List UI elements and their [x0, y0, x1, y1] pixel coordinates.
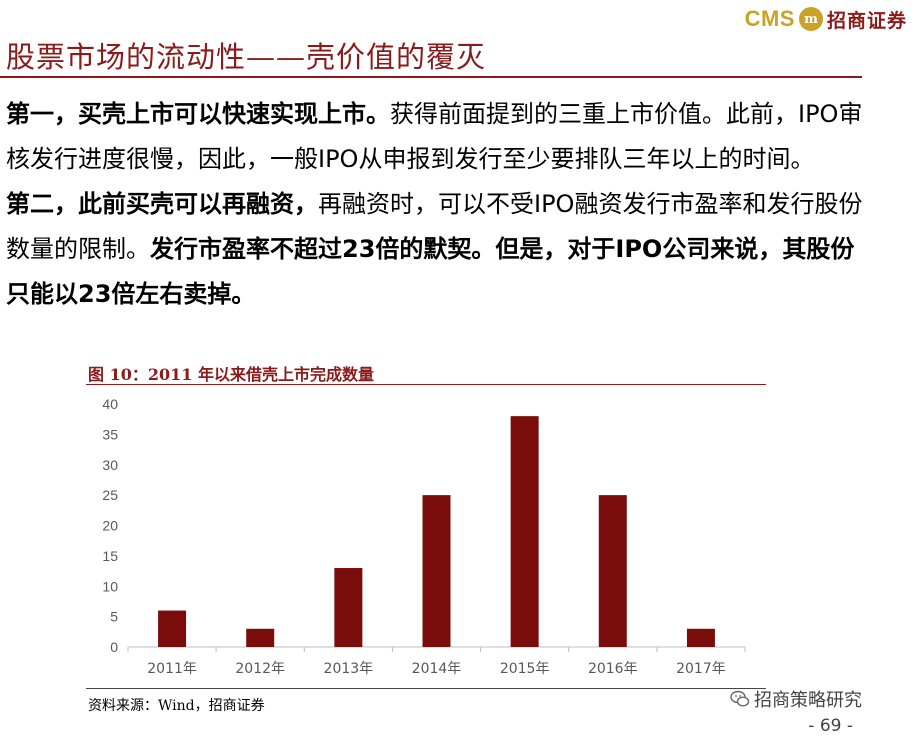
bar-3: [334, 568, 363, 647]
paragraph-2-text: 再融资时，可以不受IPO融资发行市盈率和发行股份数量的限制。: [6, 190, 863, 263]
x-tick-label: 2015年: [500, 661, 550, 677]
brand-logo: CMS m 招商证券: [745, 4, 907, 34]
x-axis: 2011年 2012年 2013年 2014年 2015年 2016年 2017年: [127, 647, 746, 677]
page-number: - 69 -: [808, 716, 853, 736]
y-tick-label: 15: [102, 548, 118, 564]
title-divider: [0, 76, 862, 78]
body-text: 第一，买壳上市可以快速实现上市。获得前面提到的三重上市价值。此前，IPO审核发行…: [6, 92, 876, 317]
bar-5: [510, 416, 539, 647]
x-tick-label: 2012年: [235, 661, 285, 677]
x-tick-label: 2013年: [324, 661, 374, 677]
paragraph-2-lead: 第二，此前买壳可以再融资，: [6, 190, 318, 218]
watermark-text: 招商策略研究: [754, 690, 862, 711]
y-axis: 0 5 10 15 20 25 30 35 40: [102, 396, 118, 655]
source-note: 资料来源：Wind，招商证券: [88, 698, 265, 714]
y-tick-label: 0: [110, 639, 118, 655]
bar-2: [246, 628, 275, 647]
figure-title-divider: [86, 384, 766, 385]
y-tick-label: 25: [102, 487, 118, 503]
y-tick-label: 5: [110, 609, 118, 625]
y-tick-label: 30: [102, 457, 118, 473]
paragraph-1-text: 获得前面提到的三重上市价值。此前，IPO审核发行进度很慢，因此，一般IPO从申报…: [6, 100, 863, 173]
source-divider: [86, 688, 766, 689]
wechat-watermark: 招商策略研究: [730, 686, 862, 712]
figure-title: 图 10：2011 年以来借壳上市完成数量: [88, 365, 374, 384]
bar-6: [598, 495, 627, 647]
bar-1: [158, 610, 187, 647]
paragraph-1-lead: 第一，买壳上市可以快速实现上市。: [6, 100, 390, 128]
y-tick-label: 35: [102, 426, 118, 442]
paragraph-2-emphasis: 发行市盈率不超过23倍的默契。但是，对于IPO公司来说，其股份只能以23倍左右卖…: [6, 235, 855, 308]
page-title: 股票市场的流动性——壳价值的覆灭: [6, 40, 487, 74]
brand-name: 招商证券: [826, 9, 907, 32]
y-tick-label: 40: [102, 396, 118, 412]
x-tick-label: 2011年: [147, 661, 197, 677]
bar-7: [686, 628, 715, 647]
x-tick-label: 2017年: [676, 661, 726, 677]
bars: [158, 416, 715, 647]
x-tick-label: 2014年: [412, 661, 462, 677]
wechat-icon: [730, 689, 750, 709]
bar-4: [422, 495, 451, 647]
brand-cms-text: CMS: [744, 6, 795, 31]
y-tick-label: 20: [102, 518, 118, 534]
y-tick-label: 10: [102, 578, 118, 594]
brand-emblem-icon: m: [798, 7, 823, 31]
x-tick-label: 2016年: [588, 661, 638, 677]
